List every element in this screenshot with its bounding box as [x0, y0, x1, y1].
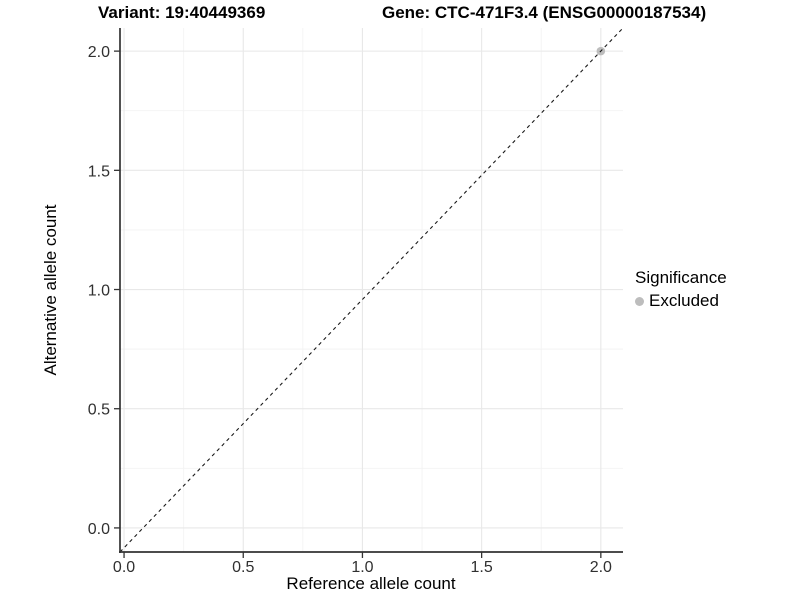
legend-item-label: Excluded	[649, 291, 719, 310]
y-tick-label: 0.5	[88, 402, 110, 419]
legend-item-excluded: Excluded	[635, 291, 727, 311]
legend-marker-circle-icon	[635, 296, 644, 306]
x-tick-label: 1.5	[471, 559, 493, 576]
x-tick-label: 0.5	[232, 559, 254, 576]
legend: Significance Excluded	[635, 268, 727, 311]
y-axis-title: Alternative allele count	[41, 204, 60, 376]
x-tick-label: 2.0	[590, 559, 612, 576]
identity-line	[119, 27, 624, 553]
plot-title-variant: Variant: 19:40449369	[98, 3, 266, 22]
y-tick-label: 1.5	[88, 163, 110, 180]
y-tick-label: 0.0	[88, 521, 110, 538]
plot-title-gene: Gene: CTC-471F3.4 (ENSG00000187534)	[382, 3, 707, 22]
x-tick-label: 0.0	[113, 559, 135, 576]
x-tick-label: 1.0	[351, 559, 373, 576]
legend-title: Significance	[635, 268, 727, 287]
x-axis-title: Reference allele count	[286, 574, 456, 593]
y-tick-label: 1.0	[88, 283, 110, 300]
y-tick-label: 2.0	[88, 44, 110, 61]
